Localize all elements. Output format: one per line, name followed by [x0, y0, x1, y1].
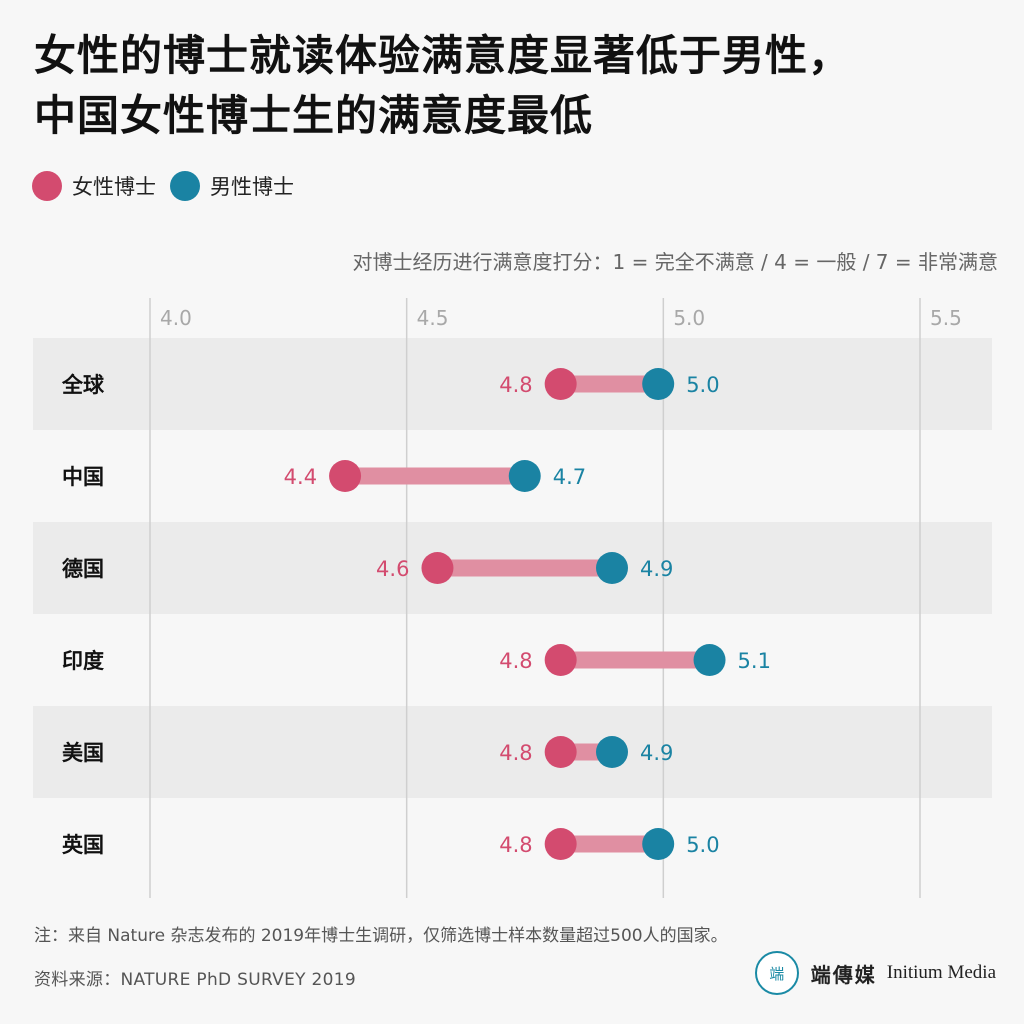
chart-subtitle: 对博士经历进行满意度打分：1 = 完全不满意 / 4 = 一般 / 7 = 非常…	[352, 250, 999, 274]
brand-name-en: Initium Media	[886, 962, 996, 983]
female-value-label: 4.8	[499, 833, 532, 857]
category-label: 中国	[62, 465, 104, 489]
female-point	[329, 460, 362, 492]
female-value-label: 4.6	[376, 557, 409, 581]
category-label: 印度	[62, 649, 104, 673]
row-band	[33, 338, 992, 430]
title-line-1: 女性的博士就读体验满意度显著低于男性，	[34, 31, 852, 80]
male-point	[596, 552, 628, 584]
x-tick-label: 4.5	[417, 306, 449, 330]
legend-swatch-female	[32, 171, 62, 201]
category-label: 全球	[61, 373, 105, 397]
category-label: 英国	[62, 833, 104, 857]
legend: 女性博士 男性博士	[32, 168, 308, 204]
male-point	[508, 460, 541, 492]
male-point	[596, 736, 628, 768]
legend-label-female: 女性博士	[72, 175, 156, 199]
x-tick-label: 4.0	[160, 306, 192, 330]
category-label: 德国	[62, 557, 104, 581]
row-band	[33, 706, 992, 798]
legend-label-male: 男性博士	[210, 175, 294, 199]
female-point	[544, 644, 577, 676]
female-point	[544, 736, 577, 768]
male-value-label: 5.1	[738, 649, 771, 673]
brand-mark: 端 端傳媒 Initium Media	[754, 950, 996, 996]
male-value-label: 4.9	[640, 741, 673, 765]
male-value-label: 4.7	[553, 465, 586, 489]
female-value-label: 4.8	[499, 373, 532, 397]
source-credit: 资料来源：NATURE PhD SURVEY 2019	[34, 970, 356, 990]
male-value-label: 5.0	[686, 373, 719, 397]
female-point	[544, 828, 577, 860]
brand-name-cn: 端傳媒	[810, 962, 877, 987]
x-tick-label: 5.0	[673, 306, 705, 330]
male-point	[642, 828, 675, 860]
male-value-label: 5.0	[686, 833, 719, 857]
brand-logo-icon: 端	[754, 951, 799, 995]
title-line-2: 中国女性博士生的满意度最低	[34, 91, 594, 140]
male-point	[642, 368, 675, 400]
female-value-label: 4.8	[499, 649, 532, 673]
category-label: 美国	[62, 741, 104, 765]
female-value-label: 4.8	[499, 741, 532, 765]
chart-title: 女性的博士就读体验满意度显著低于男性， 中国女性博士生的满意度最低	[34, 26, 994, 146]
female-value-label: 4.4	[284, 465, 317, 489]
female-point	[421, 552, 454, 584]
female-point	[544, 368, 577, 400]
legend-swatch-male	[170, 171, 200, 201]
legend-item-female: 女性博士	[32, 171, 156, 201]
male-value-label: 4.9	[640, 557, 673, 581]
male-point	[693, 644, 726, 676]
x-tick-label: 5.5	[930, 306, 962, 330]
footnote: 注：来自 Nature 杂志发布的 2019年博士生调研，仅筛选博士样本数量超过…	[34, 926, 728, 946]
legend-item-male: 男性博士	[170, 171, 294, 201]
